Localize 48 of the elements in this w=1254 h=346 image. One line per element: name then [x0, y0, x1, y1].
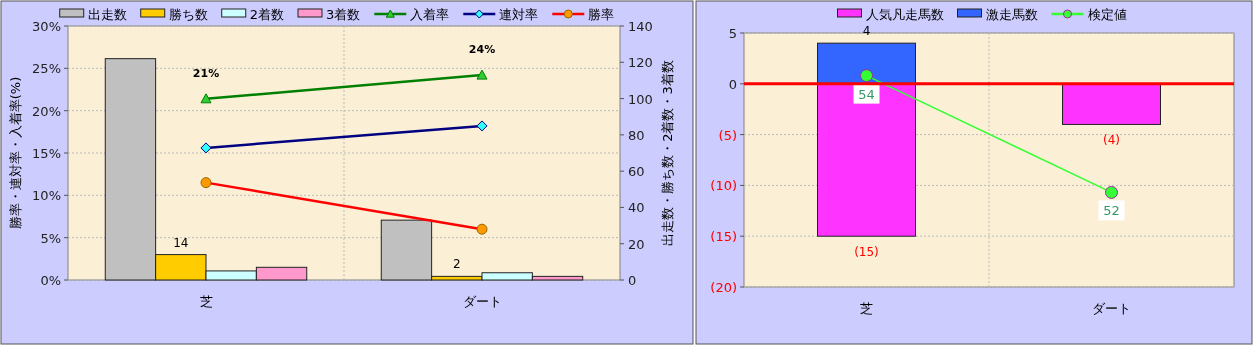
- y2-tick-label: 40: [628, 200, 645, 216]
- y-tick-label: 20%: [32, 103, 61, 119]
- legend-label: 2着数: [249, 7, 284, 22]
- legend-label: 入着率: [410, 7, 450, 22]
- y2-tick-label: 20: [628, 236, 645, 252]
- y2-tick-label: 120: [628, 55, 653, 71]
- y-tick-label: (15): [710, 229, 737, 245]
- legend-label: 勝率: [588, 7, 615, 22]
- y-tick-label: 0: [728, 76, 737, 92]
- data-label: 2: [452, 257, 461, 272]
- y-axis-title: 勝率・連対率・入着率(%): [8, 76, 23, 230]
- legend-label: 3着数: [326, 7, 361, 22]
- y-tick-label: 15%: [32, 146, 61, 161]
- y2-tick-label: 60: [628, 164, 645, 180]
- y-tick-label: 0%: [40, 273, 61, 288]
- y2-axis-title: 出走数・勝ち数・2着数・3着数: [660, 60, 675, 246]
- legend-label: 検定値: [1087, 7, 1127, 22]
- y-tick-label: (5): [718, 127, 737, 143]
- y-tick-label: (10): [710, 178, 737, 194]
- y2-tick-label: 0: [628, 273, 637, 288]
- x-tick-label: 芝: [199, 294, 213, 309]
- y2-tick-label: 80: [628, 127, 645, 143]
- x-tick-label: ダート: [462, 294, 502, 309]
- y2-tick-label: 100: [628, 91, 653, 107]
- y-tick-label: 5%: [40, 230, 61, 246]
- data-label: 24%: [468, 43, 496, 57]
- y-tick-label: 25%: [32, 61, 61, 77]
- y2-tick-label: 140: [628, 19, 653, 34]
- legend-label: 人気凡走馬数: [865, 7, 944, 22]
- data-label: (4): [1103, 133, 1120, 148]
- legend-label: 激走馬数: [985, 7, 1038, 22]
- data-label: 52: [1103, 203, 1120, 219]
- data-label: 54: [858, 86, 875, 102]
- legend-label: 勝ち数: [168, 7, 208, 22]
- data-label: 14: [173, 235, 189, 250]
- point: [476, 120, 488, 132]
- x-tick-label: ダート: [1092, 301, 1131, 316]
- y-tick-label: 5: [728, 26, 737, 41]
- data-label: 4: [862, 24, 871, 39]
- y-tick-label: 30%: [32, 19, 61, 34]
- data-label: 21%: [192, 66, 220, 80]
- legend-label: 連対率: [499, 7, 539, 22]
- x-tick-label: 芝: [860, 301, 873, 316]
- point: [200, 142, 212, 154]
- legend-label: 出走数: [87, 7, 127, 22]
- data-label: (15): [854, 245, 879, 260]
- y-tick-label: 10%: [32, 188, 61, 204]
- y-tick-label: (20): [710, 280, 737, 295]
